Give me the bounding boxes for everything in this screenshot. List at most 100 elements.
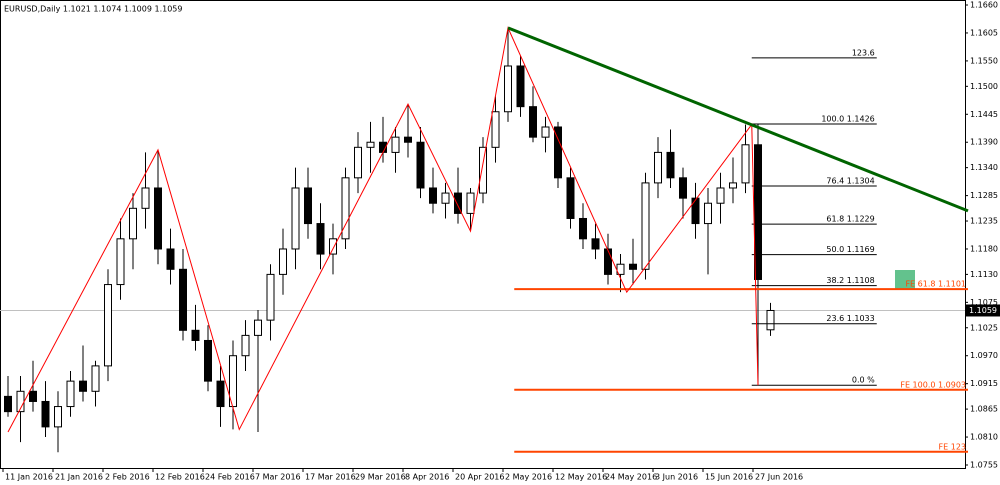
chart-title: EURUSD,Daily 1.1021 1.1074 1.1009 1.1059 xyxy=(4,5,183,14)
x-tick-label: 29 Mar 2016 xyxy=(355,473,406,482)
y-tick-label: 1.0970 xyxy=(970,351,998,360)
fe-marker xyxy=(895,270,915,290)
x-tick-label: 7 Mar 2016 xyxy=(255,473,301,482)
y-tick-label: 1.1285 xyxy=(970,191,998,200)
candle-body xyxy=(691,197,700,225)
candle-body xyxy=(29,390,37,402)
candle-body xyxy=(404,136,412,143)
x-tick-label: 3 Jun 2016 xyxy=(655,473,698,482)
y-tick-label: 1.1025 xyxy=(970,323,998,332)
y-tick-label: 1.1180 xyxy=(970,244,998,253)
candle-body xyxy=(679,177,687,199)
fibo-label: 61.8 1.1229 xyxy=(826,215,874,224)
candle-body xyxy=(516,65,525,108)
candle-body xyxy=(391,136,400,153)
candle-body xyxy=(454,192,462,214)
candle-body xyxy=(591,238,600,250)
candle-body xyxy=(354,146,362,179)
candle-body xyxy=(304,187,312,225)
trendline xyxy=(507,26,969,213)
y-tick-label: 1.1660 xyxy=(970,1,998,10)
candle-body xyxy=(141,187,150,209)
fibo-label: 123.6 xyxy=(852,48,875,57)
candle-body xyxy=(266,273,275,321)
candle-body xyxy=(741,144,750,184)
candle-body xyxy=(554,126,562,179)
fibo-label: 100.0 1.1426 xyxy=(821,114,874,123)
x-tick-label: 24 May 2016 xyxy=(605,473,657,482)
y-tick-label: 1.1605 xyxy=(970,28,998,37)
fibo-label: 76.4 1.1304 xyxy=(826,176,874,185)
fibo-label: 0.0 % xyxy=(852,376,875,385)
candle-body xyxy=(441,192,450,204)
candle-body xyxy=(241,334,250,357)
price-tag xyxy=(966,304,1000,317)
x-tick-label: 12 May 2016 xyxy=(555,473,607,482)
candle-body xyxy=(529,106,537,138)
x-tick-label: 2 May 2016 xyxy=(505,473,552,482)
candle-body xyxy=(291,187,300,250)
x-tick-label: 17 Mar 2016 xyxy=(305,473,356,482)
y-tick-label: 1.1500 xyxy=(970,82,998,91)
candle-body xyxy=(41,400,50,428)
x-tick-label: 8 Apr 2016 xyxy=(405,473,449,482)
candle-body xyxy=(604,248,612,275)
expansion-label: FE 61.8 1.1101 xyxy=(905,280,966,289)
y-tick-label: 1.0915 xyxy=(970,379,998,388)
candle-body xyxy=(666,151,675,179)
y-tick-label: 1.1390 xyxy=(970,138,998,147)
y-tick-label: 1.0865 xyxy=(970,405,998,414)
y-tick-label: 1.1235 xyxy=(970,217,998,226)
y-tick-label: 1.1550 xyxy=(970,56,998,65)
fibo-label: 38.2 1.1108 xyxy=(826,276,874,285)
candle-body xyxy=(204,339,212,382)
y-tick-label: 1.1130 xyxy=(970,270,998,279)
x-tick-label: 12 Feb 2016 xyxy=(155,473,205,482)
candle-body xyxy=(479,146,487,194)
x-tick-label: 20 Apr 2016 xyxy=(455,473,504,482)
candle-body xyxy=(54,406,62,428)
candle-body xyxy=(641,182,650,270)
y-tick-label: 1.1075 xyxy=(970,298,998,307)
x-tick-label: 15 Jun 2016 xyxy=(705,473,753,482)
candle-body xyxy=(729,182,737,189)
x-tick-label: 21 Jan 2016 xyxy=(55,473,103,482)
y-tick-label: 1.0755 xyxy=(970,461,998,470)
candle-body xyxy=(216,380,225,408)
candle-body xyxy=(66,380,75,408)
expansion-label: FE 100.0 1.0903 xyxy=(900,380,966,389)
candle-body xyxy=(91,365,100,392)
expansion-label: FE 123 xyxy=(939,442,966,451)
y-tick-label: 1.1445 xyxy=(970,110,998,119)
candle-body xyxy=(716,187,725,204)
candle-body xyxy=(366,141,375,148)
candle-body xyxy=(116,238,125,286)
y-tick-label: 1.0810 xyxy=(970,433,998,442)
candle-body xyxy=(541,126,550,138)
zigzag xyxy=(7,26,759,433)
candle-body xyxy=(341,177,350,240)
candle-body xyxy=(154,187,162,250)
candle-body xyxy=(766,309,775,331)
candle-body xyxy=(579,217,587,240)
candle-body xyxy=(279,248,287,275)
candle-body xyxy=(316,223,325,255)
candle-body xyxy=(491,111,500,148)
x-tick-label: 2 Feb 2016 xyxy=(105,473,150,482)
candle-body xyxy=(166,248,175,270)
fibo-label: 23.6 1.1033 xyxy=(826,314,874,323)
x-tick-label: 11 Jan 2016 xyxy=(5,473,53,482)
candle-body xyxy=(191,329,200,341)
candle-body xyxy=(504,65,512,113)
candle-body xyxy=(79,380,87,392)
y-tick-label: 1.1340 xyxy=(970,163,998,172)
candle-body xyxy=(129,207,137,240)
fibo-label: 50.0 1.1169 xyxy=(826,245,874,254)
candle-body xyxy=(654,151,662,184)
candle-body xyxy=(104,284,112,367)
x-tick-label: 27 Jun 2016 xyxy=(755,473,803,482)
candle-body xyxy=(566,177,575,219)
candle-body xyxy=(704,202,712,225)
